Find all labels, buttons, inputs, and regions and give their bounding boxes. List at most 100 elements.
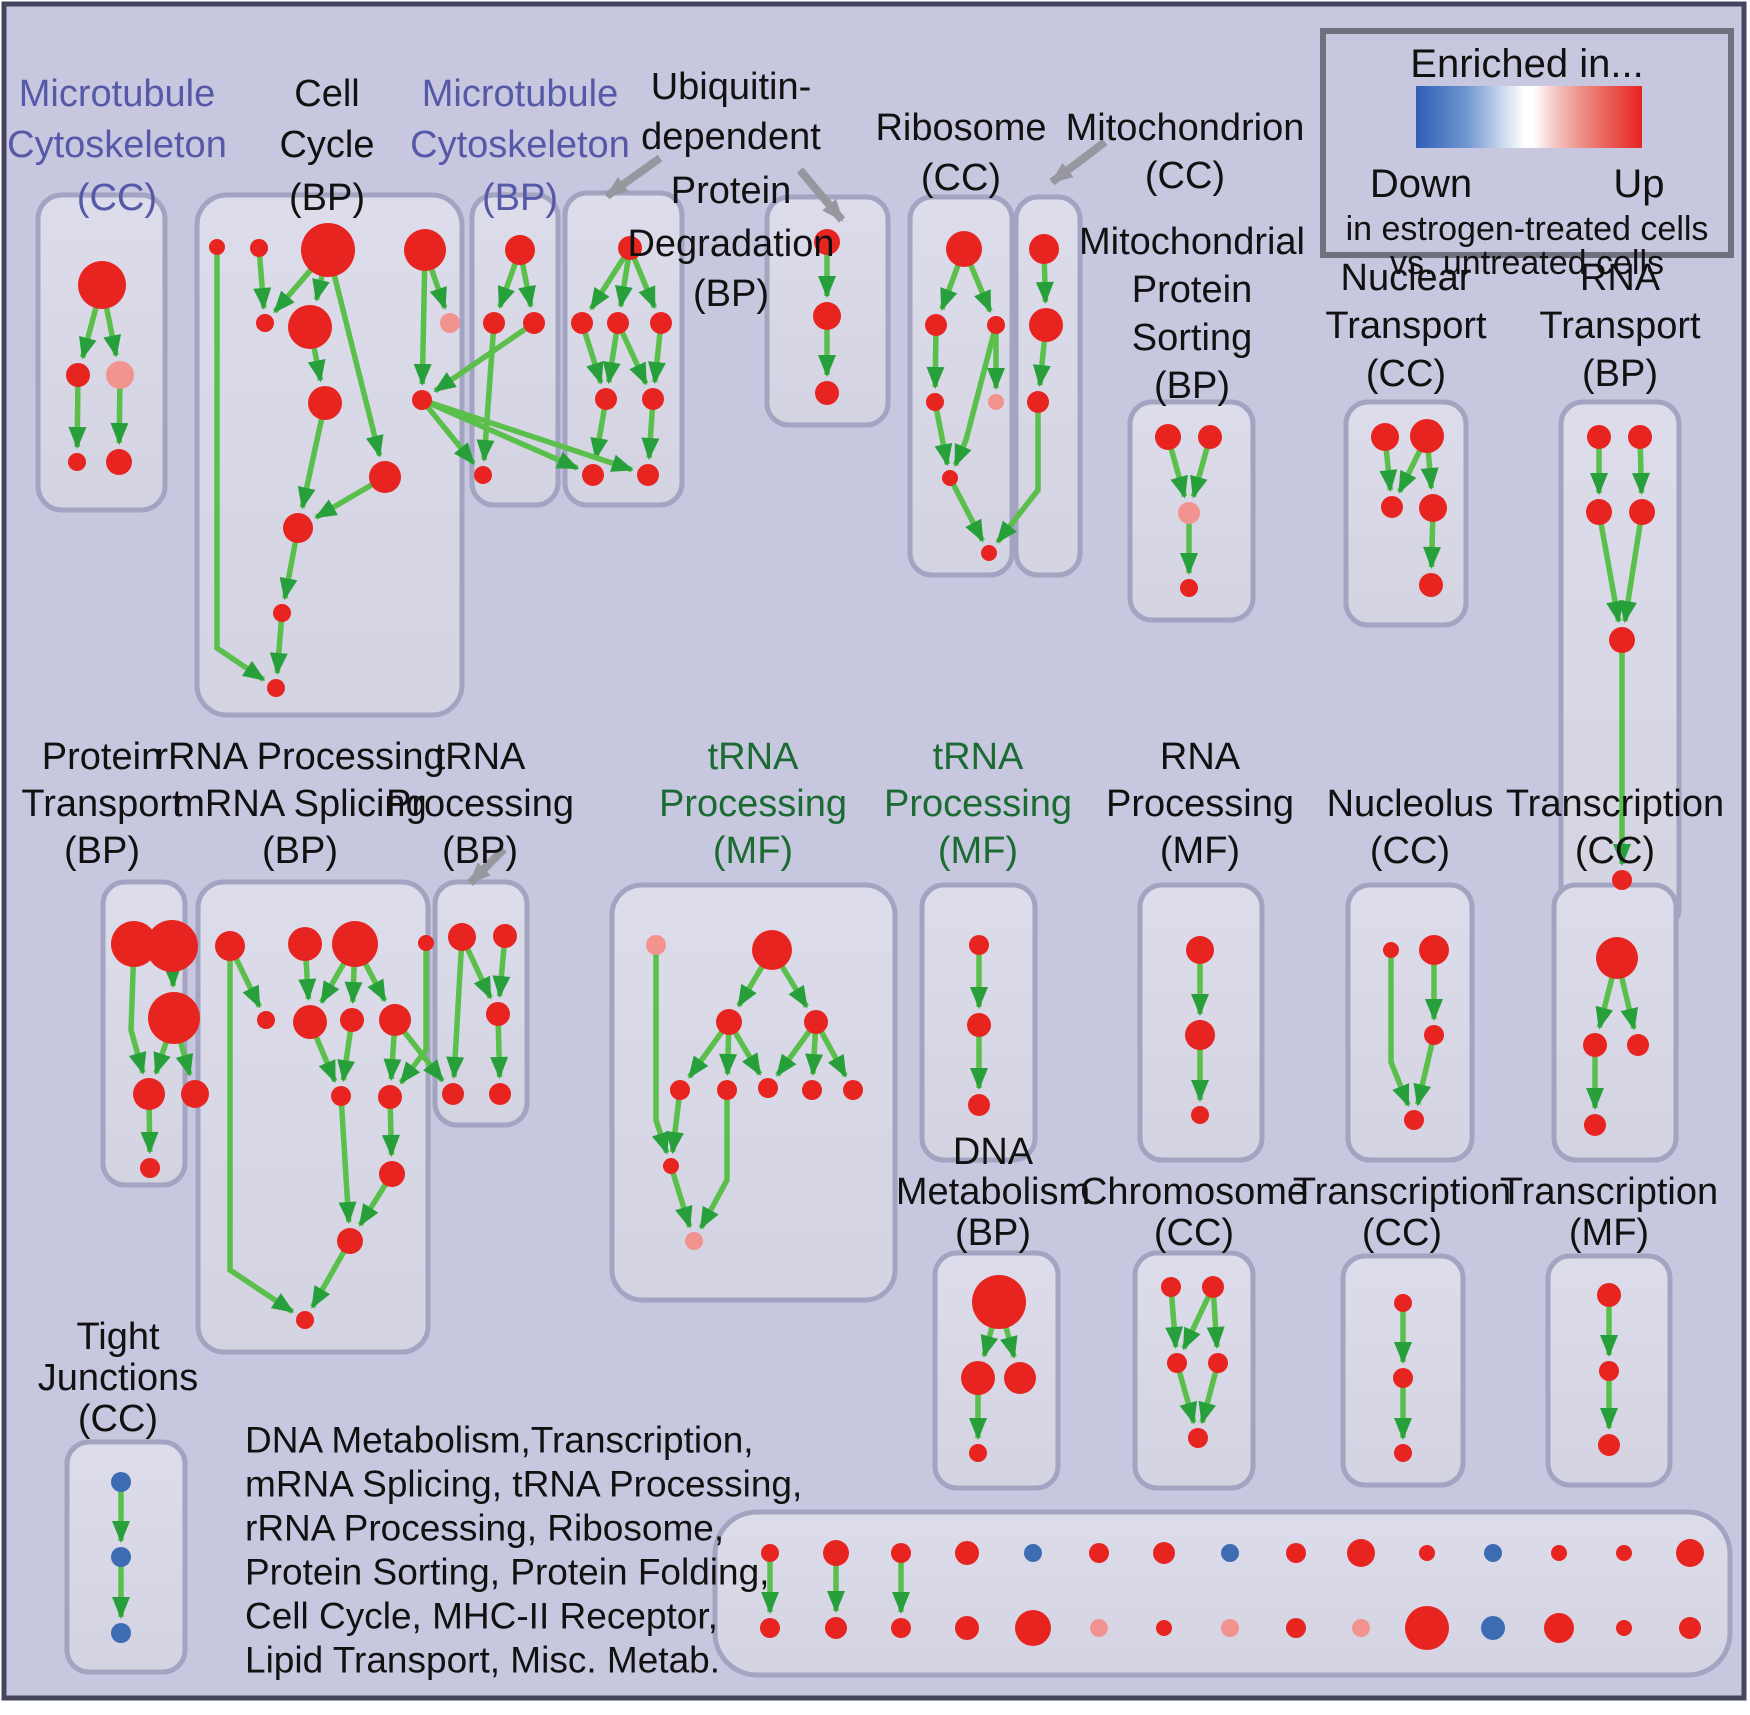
cluster-label-trna-processing-mf-1-line3: (MF)	[713, 830, 793, 872]
cluster-box-microtubule-cc	[35, 192, 168, 513]
cluster-label-rrna-processing-mrna-splicing-line1: rRNA Processing	[155, 736, 444, 778]
go-term-node-microtubule-cc-n1	[78, 261, 126, 309]
edge	[214, 247, 266, 682]
go-term-node-rna-transport-n6	[1612, 870, 1632, 890]
go-term-node-transcription-mf-n2	[1599, 1361, 1619, 1381]
go-term-node-chromosome-n3	[1167, 1353, 1187, 1373]
go-term-node-rrna-processing-mrna-splicing-d	[418, 935, 434, 951]
go-term-node-microtubule-bp-n4	[474, 466, 492, 484]
go-term-node-rrna-processing-mrna-splicing-h	[379, 1004, 411, 1036]
go-term-node-cell-cycle-d	[404, 229, 446, 271]
edge	[651, 945, 670, 1155]
go-term-node-trna-processing-mf-1-b3	[758, 1078, 778, 1098]
go-term-node-microtubule-cc-n2	[66, 363, 90, 387]
go-term-node-rrna-processing-mrna-splicing-g	[340, 1008, 364, 1032]
cluster-label-microtubule-cc-line1: Microtubule	[19, 73, 215, 115]
cluster-label-rna-transport-line1: RNA	[1580, 257, 1661, 299]
go-term-node-rrna-processing-mrna-splicing-k	[379, 1161, 405, 1187]
edge	[128, 943, 147, 1075]
edge	[419, 398, 476, 466]
cluster-label-ubiquitin-degradation-1-line5: (BP)	[693, 273, 769, 315]
go-term-node-mixed-miscellaneous-t15	[1676, 1539, 1704, 1567]
cluster-label-ubiquitin-degradation-1-line4: Degradation	[627, 223, 834, 265]
go-term-node-protein-transport-n3	[148, 992, 200, 1044]
legend-caption-line1: in estrogen-treated cells	[1345, 210, 1709, 248]
cluster-label-ribosome-line2: (CC)	[921, 157, 1001, 199]
footnote-line1: DNA Metabolism,Transcription,	[245, 1420, 754, 1461]
go-term-node-transcription-cc-mid-n3	[1627, 1034, 1649, 1056]
go-term-node-ubiquitin-degradation-1-t	[618, 236, 642, 260]
edge	[253, 247, 272, 310]
cluster-label-mitochondrial-protein-sorting-line4: (BP)	[1154, 365, 1230, 407]
go-term-node-ribosome-r2	[925, 314, 947, 336]
cluster-label-microtubule-cc-line2: Cytoskeleton	[7, 124, 227, 166]
cluster-box-mixed-miscellaneous	[712, 1509, 1733, 1678]
go-term-node-mixed-miscellaneous-b12	[1481, 1616, 1505, 1640]
go-term-node-chromosome-n5	[1188, 1428, 1208, 1448]
go-term-node-dna-metabolism-n1	[972, 1275, 1026, 1329]
go-term-node-mixed-miscellaneous-b4	[955, 1616, 979, 1640]
edge	[947, 476, 985, 543]
go-term-node-nucleolus-n1	[1383, 942, 1399, 958]
go-term-node-cell-cycle-i	[412, 390, 432, 410]
go-term-node-cell-cycle-f	[288, 305, 332, 349]
edge	[433, 320, 536, 394]
cluster-box-nuclear-transport	[1343, 399, 1469, 628]
go-term-node-mixed-miscellaneous-t13	[1551, 1545, 1567, 1561]
go-term-node-ribosome-r6	[942, 470, 958, 486]
go-term-node-cell-cycle-l	[273, 604, 291, 622]
go-term-node-mitochondrial-protein-sorting-n4	[1180, 579, 1198, 597]
color-gradient-bar	[1416, 86, 1642, 148]
go-term-node-cell-cycle-c	[301, 223, 355, 277]
cluster-label-trna-processing-mf-2-line2: Processing	[884, 783, 1072, 825]
footnote-line3: rRNA Processing, Ribosome,	[245, 1508, 724, 1549]
go-term-node-mixed-miscellaneous-b15	[1679, 1617, 1701, 1639]
cluster-label-nuclear-transport-line1: Nuclear	[1341, 257, 1472, 299]
go-term-node-mixed-miscellaneous-t3	[891, 1543, 911, 1563]
go-term-node-transcription-cc-bottom-n2	[1393, 1368, 1413, 1388]
cluster-label-rna-processing-mf-line3: (MF)	[1160, 830, 1240, 872]
cluster-box-dna-metabolism	[932, 1250, 1061, 1491]
label-pointer-arrow	[1049, 138, 1108, 186]
cluster-label-nucleolus-line1: Nucleolus	[1327, 783, 1494, 825]
edge	[413, 249, 432, 386]
cluster-label-protein-transport-line3: (BP)	[64, 830, 140, 872]
go-term-node-ubiquitin-degradation-1-b2	[637, 464, 659, 486]
edge	[1198, 1362, 1221, 1425]
go-term-node-rrna-processing-mrna-splicing-j	[378, 1085, 402, 1109]
go-term-node-ubiquitin-degradation-1-l2	[642, 388, 664, 410]
cluster-label-mitochondrion-line1: Mitochondrion	[1066, 107, 1305, 149]
go-term-node-trna-processing-bp-n2	[493, 924, 517, 948]
cluster-label-protein-transport-line2: Transport	[21, 783, 183, 825]
cluster-label-microtubule-bp-line1: Microtubule	[422, 73, 618, 115]
edge	[952, 324, 999, 467]
cluster-label-transcription-mf-line2: (MF)	[1569, 1212, 1649, 1254]
cluster-label-trna-processing-mf-2-line1: tRNA	[933, 736, 1024, 778]
go-term-node-ubiquitin-degradation-2-n1	[814, 229, 840, 255]
go-term-node-mixed-miscellaneous-t10	[1347, 1539, 1375, 1567]
cluster-label-microtubule-bp-line3: (BP)	[482, 177, 558, 219]
edge	[338, 1095, 357, 1224]
legend-title: Enriched in...	[1410, 42, 1644, 86]
cluster-label-microtubule-bp-line2: Cytoskeleton	[410, 124, 630, 166]
edge	[588, 246, 633, 311]
go-term-node-ubiquitin-degradation-1-b1	[582, 464, 604, 486]
legend-down-label: Down	[1369, 162, 1473, 206]
cluster-label-ubiquitin-degradation-1-line1: Ubiquitin-	[651, 66, 812, 108]
go-term-node-trna-processing-mf-1-b2	[717, 1080, 737, 1100]
cluster-label-transcription-cc-bottom-line2: (CC)	[1362, 1212, 1442, 1254]
edge	[421, 397, 634, 473]
cluster-label-transcription-cc-bottom-line1: Transcription	[1293, 1171, 1511, 1213]
legend-caption-line2: vs. untreated cells	[1389, 244, 1665, 282]
go-term-node-cell-cycle-a	[209, 239, 225, 255]
edge	[476, 322, 497, 462]
edge	[666, 1089, 684, 1155]
go-term-node-mixed-miscellaneous-b7	[1156, 1620, 1172, 1636]
go-term-node-ubiquitin-degradation-1-m1	[571, 312, 593, 334]
go-term-node-mitochondrial-protein-sorting-n2	[1198, 425, 1222, 449]
go-term-node-mixed-miscellaneous-b11	[1405, 1606, 1449, 1650]
cluster-label-trna-processing-bp-line1: tRNA	[435, 736, 526, 778]
legend-box: Enriched in... Down Up in estrogen-treat…	[1320, 28, 1734, 282]
